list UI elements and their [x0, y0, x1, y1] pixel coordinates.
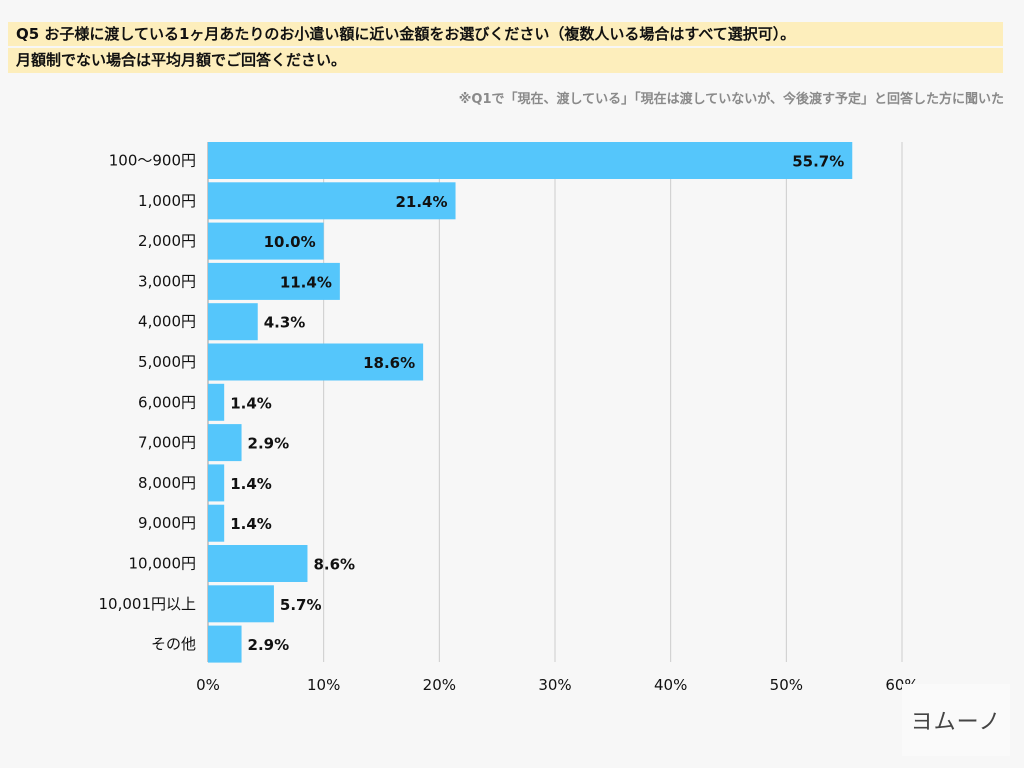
category-label: 8,000円: [138, 474, 196, 492]
data-label: 1.4%: [230, 515, 272, 533]
data-label: 1.4%: [230, 394, 272, 412]
x-tick-label: 10%: [307, 676, 340, 694]
category-label: 10,001円以上: [99, 595, 197, 613]
data-label: 8.6%: [313, 556, 355, 574]
data-label: 2.9%: [248, 636, 290, 654]
brand-logo: ヨムーノ: [902, 684, 1010, 756]
data-label: 11.4%: [280, 273, 332, 291]
bar: [208, 303, 258, 341]
bar: [208, 262, 340, 300]
data-label: 21.4%: [395, 193, 447, 211]
x-tick-label: 40%: [654, 676, 687, 694]
category-label: 9,000円: [138, 514, 196, 532]
category-label: 100〜900円: [109, 152, 196, 170]
bar: [208, 142, 853, 179]
bar: [208, 343, 424, 381]
category-label: 3,000円: [138, 272, 196, 290]
bar: [208, 424, 242, 462]
bar: [208, 625, 242, 663]
bar: [208, 182, 456, 220]
category-label: 4,000円: [138, 313, 196, 331]
data-label: 10.0%: [264, 233, 316, 251]
logo-text: ヨムーノ: [910, 710, 1002, 735]
bar: [208, 585, 274, 623]
bar: [208, 383, 225, 421]
x-tick-label: 30%: [538, 676, 571, 694]
category-label: 7,000円: [138, 434, 196, 452]
bar: [208, 504, 225, 542]
category-label: 10,000円: [129, 555, 197, 573]
category-label: 5,000円: [138, 353, 196, 371]
category-label: 2,000円: [138, 232, 196, 250]
category-label: 6,000円: [138, 393, 196, 411]
bar: [208, 464, 225, 502]
data-label: 18.6%: [363, 354, 415, 372]
data-label: 4.3%: [264, 314, 306, 332]
respondent-note: ※Q1で「現在、渡している」「現在は渡していないが、今後渡す予定」と回答した方に…: [458, 92, 1004, 107]
category-label: その他: [151, 635, 196, 653]
data-label: 1.4%: [230, 475, 272, 493]
data-label: 2.9%: [248, 435, 290, 453]
question-title-line-1: Q5 お子様に渡している1ヶ月あたりのお小遣い額に近い金額をお選びください（複数…: [8, 22, 1003, 46]
bar: [208, 222, 324, 260]
category-label: 1,000円: [138, 192, 196, 210]
data-label: 5.7%: [280, 596, 322, 614]
x-tick-label: 20%: [423, 676, 456, 694]
x-tick-label: 0%: [196, 676, 220, 694]
bar: [208, 545, 308, 582]
data-label: 55.7%: [792, 153, 844, 171]
x-tick-label: 50%: [770, 676, 803, 694]
question-title-line-2: 月額制でない場合は平均月額でご回答ください。: [8, 48, 1003, 73]
